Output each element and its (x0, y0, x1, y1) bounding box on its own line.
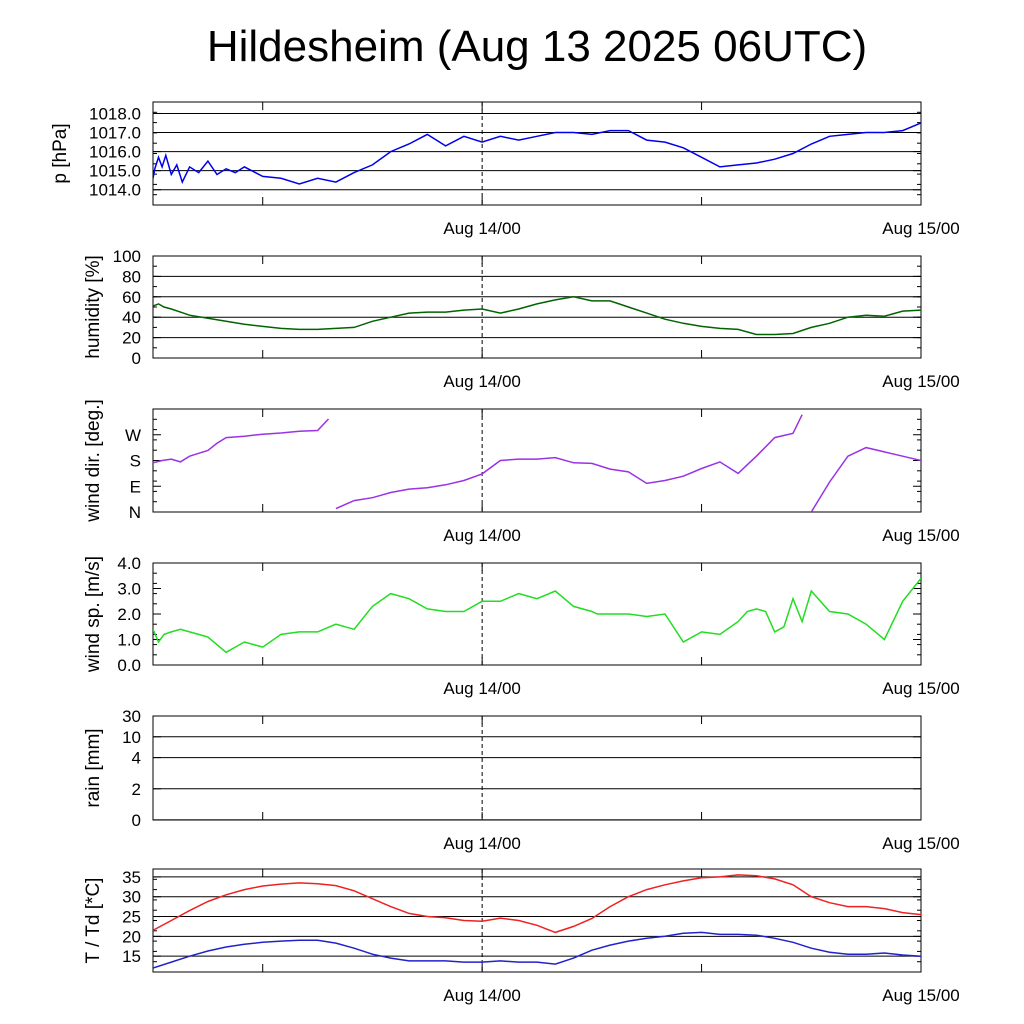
xtick-label: Aug 14/00 (443, 679, 521, 698)
ytick-label: 30 (122, 888, 141, 907)
xtick-label: Aug 14/00 (443, 834, 521, 853)
panel-frame (152, 255, 922, 359)
ytick-label: 25 (122, 908, 141, 927)
ytick-label: 30 (122, 707, 141, 726)
ytick-label: 40 (122, 308, 141, 327)
xtick-label: Aug 15/00 (882, 219, 960, 238)
panel-frame (152, 562, 922, 666)
ytick-label: 2.0 (117, 605, 141, 624)
ytick-label: 35 (122, 868, 141, 887)
ytick-label: 1018.0 (89, 104, 141, 123)
ytick-label: 1017.0 (89, 124, 141, 143)
ytick-label: 4 (132, 749, 141, 768)
panel-3: 0.0 1.0 2.0 3.0 4.0 Aug 14/00 Aug 15/00 wind sp… (83, 554, 960, 698)
ytick-label: 15 (122, 947, 141, 966)
ytick-label: 3.0 (117, 580, 141, 599)
ylabel: p [hPa] (50, 123, 71, 183)
series-line-wind_dir (153, 418, 330, 464)
ytick-label: 60 (122, 288, 141, 307)
series-line-wind_speed (153, 577, 921, 654)
ylabel: rain [mm] (83, 728, 104, 807)
ytick-label: 10 (122, 728, 141, 747)
ytick-label: S (130, 452, 141, 471)
ytick-label: 1.0 (117, 631, 141, 650)
panel-4: 0 2 4 10 30 Aug 14/00 Aug 15/00 rain [mm] (83, 707, 960, 853)
series-line-dewpoint (153, 931, 921, 969)
ytick-label: 100 (113, 247, 141, 266)
ytick-label: 1015.0 (89, 162, 141, 181)
ylabel: wind sp. [m/s] (83, 556, 104, 673)
panel-frame (152, 408, 922, 513)
xtick-label: Aug 15/00 (882, 834, 960, 853)
ytick-label: 1014.0 (89, 181, 141, 200)
series-line-temperature (153, 874, 921, 934)
ylabel: T / Td [*C] (83, 878, 104, 964)
ytick-label: 0 (132, 349, 141, 368)
ytick-label: 0 (132, 811, 141, 830)
ytick-label: 0.0 (117, 656, 141, 675)
xtick-label: Aug 14/00 (443, 219, 521, 238)
xtick-label: Aug 14/00 (443, 526, 521, 545)
xtick-label: Aug 15/00 (882, 679, 960, 698)
series-line-humidity (153, 296, 921, 336)
xtick-label: Aug 15/00 (882, 372, 960, 391)
series-line-pressure (153, 122, 921, 185)
panel-frame (152, 715, 922, 821)
ytick-label: W (125, 426, 141, 445)
xtick-label: Aug 15/00 (882, 986, 960, 1005)
series-line-wind_dir (335, 414, 803, 510)
ytick-label: 80 (122, 267, 141, 286)
series-line-wind_dir (810, 446, 921, 512)
ytick-label: 20 (122, 927, 141, 946)
ylabel: wind dir. [deg.] (83, 399, 104, 523)
xtick-label: Aug 14/00 (443, 986, 521, 1005)
ylabel: humidity [%] (83, 255, 104, 358)
ytick-label: 1016.0 (89, 143, 141, 162)
xtick-label: Aug 14/00 (443, 372, 521, 391)
ytick-label: 2 (132, 780, 141, 799)
ytick-label: 4.0 (117, 554, 141, 573)
chart-title: Hildesheim (Aug 13 2025 06UTC) (206, 22, 868, 71)
ytick-label: N (129, 503, 141, 522)
ytick-label: 20 (122, 329, 141, 348)
ytick-label: E (130, 477, 141, 496)
xtick-label: Aug 15/00 (882, 526, 960, 545)
